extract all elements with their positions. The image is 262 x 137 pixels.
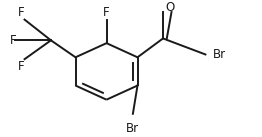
Text: Br: Br — [126, 122, 139, 135]
Text: Br: Br — [213, 48, 226, 61]
Text: F: F — [103, 6, 110, 19]
Text: F: F — [18, 6, 24, 19]
Text: F: F — [18, 60, 24, 73]
Text: F: F — [9, 34, 16, 47]
Text: O: O — [165, 1, 174, 14]
